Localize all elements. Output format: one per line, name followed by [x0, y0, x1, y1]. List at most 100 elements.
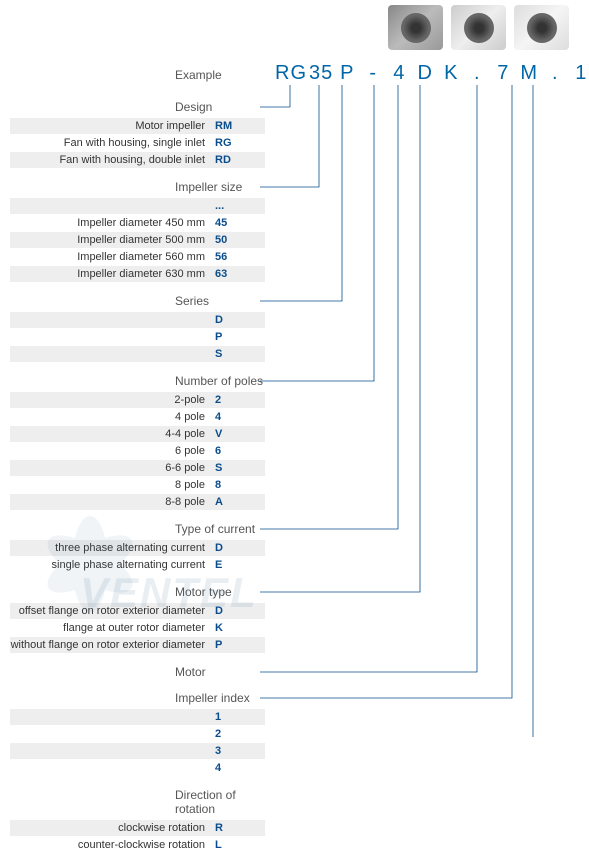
spec-code: RG	[215, 137, 245, 149]
spec-row: S	[10, 346, 265, 362]
section-title: Direction of rotation	[10, 788, 265, 816]
spec-code: 56	[215, 251, 245, 263]
section-3: Number of poles2-pole24 pole44-4 poleV6 …	[10, 374, 265, 510]
code-part-10: .	[543, 62, 567, 85]
spec-code: 2	[215, 394, 245, 406]
spec-label: 4 pole	[10, 411, 215, 423]
product-images	[388, 5, 569, 50]
section-0: DesignMotor impellerRMFan with housing, …	[10, 100, 265, 168]
spec-label: without flange on rotor exterior diamete…	[10, 639, 215, 651]
spec-row: Impeller diameter 450 mm45	[10, 215, 265, 231]
spec-code: V	[215, 428, 245, 440]
spec-label: Impeller diameter 500 mm	[10, 234, 215, 246]
spec-label: 4-4 pole	[10, 428, 215, 440]
spec-row: 2-pole2	[10, 392, 265, 408]
code-part-7: .	[465, 62, 489, 85]
spec-code: A	[215, 496, 245, 508]
spec-row: 1	[10, 709, 265, 725]
section-title: Series	[10, 294, 265, 308]
spec-label: 6 pole	[10, 445, 215, 457]
spec-row: Impeller diameter 560 mm56	[10, 249, 265, 265]
code-part-11: 1	[569, 62, 589, 85]
spec-code: P	[215, 639, 245, 651]
spec-code: 6	[215, 445, 245, 457]
section-title: Number of poles	[10, 374, 265, 388]
spec-code: 3	[215, 745, 245, 757]
spec-row: Impeller diameter 630 mm63	[10, 266, 265, 282]
spec-code: 45	[215, 217, 245, 229]
spec-label: Motor impeller	[10, 120, 215, 132]
code-part-0: RG	[275, 62, 307, 85]
spec-code: P	[215, 331, 245, 343]
spec-row: Motor impellerRM	[10, 118, 265, 134]
spec-code: L	[215, 839, 245, 851]
spec-row: clockwise rotationR	[10, 820, 265, 836]
section-title: Design	[10, 100, 265, 114]
spec-label: Impeller diameter 560 mm	[10, 251, 215, 263]
spec-code: RM	[215, 120, 245, 132]
example-row: Example	[175, 68, 260, 82]
code-part-3: -	[361, 62, 385, 85]
code-part-5: D	[413, 62, 437, 85]
spec-code: 1	[215, 711, 245, 723]
section-6: Motor	[10, 665, 265, 679]
spec-code: D	[215, 314, 245, 326]
spec-label: Fan with housing, double inlet	[10, 154, 215, 166]
spec-code: RD	[215, 154, 245, 166]
spec-code: 50	[215, 234, 245, 246]
spec-code: ...	[215, 200, 245, 212]
spec-row: Fan with housing, single inletRG	[10, 135, 265, 151]
spec-label: 6-6 pole	[10, 462, 215, 474]
section-7: Impeller index 1 2 3 4	[10, 691, 265, 776]
section-8: Direction of rotation clockwise rotationR…	[10, 788, 265, 853]
spec-row: Fan with housing, double inletRD	[10, 152, 265, 168]
spec-row: 6-6 poleS	[10, 460, 265, 476]
fan-image-1	[388, 5, 443, 50]
spec-code: 4	[215, 762, 245, 774]
spec-row: Impeller diameter 500 mm50	[10, 232, 265, 248]
spec-label: Impeller diameter 630 mm	[10, 268, 215, 280]
section-1: Impeller size...Impeller diameter 450 mm…	[10, 180, 265, 282]
spec-code: S	[215, 348, 245, 360]
spec-code: 63	[215, 268, 245, 280]
product-code: RG35P-4DK.7M.1R	[275, 62, 589, 85]
spec-row: 8 pole8	[10, 477, 265, 493]
spec-row: P	[10, 329, 265, 345]
section-title: Impeller index	[10, 691, 265, 705]
spec-row: without flange on rotor exterior diamete…	[10, 637, 265, 653]
spec-row: counter-clockwise rotationL	[10, 837, 265, 853]
spec-label: Fan with housing, single inlet	[10, 137, 215, 149]
sections-container: DesignMotor impellerRMFan with housing, …	[10, 100, 265, 865]
spec-code: 4	[215, 411, 245, 423]
watermark-text: VENTEL	[80, 569, 258, 617]
spec-label: Impeller diameter 450 mm	[10, 217, 215, 229]
spec-row: 4 pole4	[10, 409, 265, 425]
code-part-2: P	[335, 62, 359, 85]
code-part-9: M	[517, 62, 541, 85]
spec-label: clockwise rotation	[10, 822, 215, 834]
example-label: Example	[175, 68, 260, 82]
spec-code: D	[215, 542, 245, 554]
spec-row: 4-4 poleV	[10, 426, 265, 442]
spec-code: 8	[215, 479, 245, 491]
spec-row: D	[10, 312, 265, 328]
spec-code: S	[215, 462, 245, 474]
code-part-4: 4	[387, 62, 411, 85]
spec-label: 8 pole	[10, 479, 215, 491]
spec-row: 6 pole6	[10, 443, 265, 459]
section-title: Impeller size	[10, 180, 265, 194]
spec-row: ...	[10, 198, 265, 214]
section-2: Series DPS	[10, 294, 265, 362]
spec-row: 2	[10, 726, 265, 742]
spec-row: 3	[10, 743, 265, 759]
spec-label: 2-pole	[10, 394, 215, 406]
fan-image-2	[451, 5, 506, 50]
code-part-6: K	[439, 62, 463, 85]
spec-label: counter-clockwise rotation	[10, 839, 215, 851]
fan-image-3	[514, 5, 569, 50]
section-title: Motor	[10, 665, 265, 679]
spec-code: K	[215, 622, 245, 634]
code-part-8: 7	[491, 62, 515, 85]
spec-row: 4	[10, 760, 265, 776]
code-part-1: 35	[309, 62, 333, 85]
